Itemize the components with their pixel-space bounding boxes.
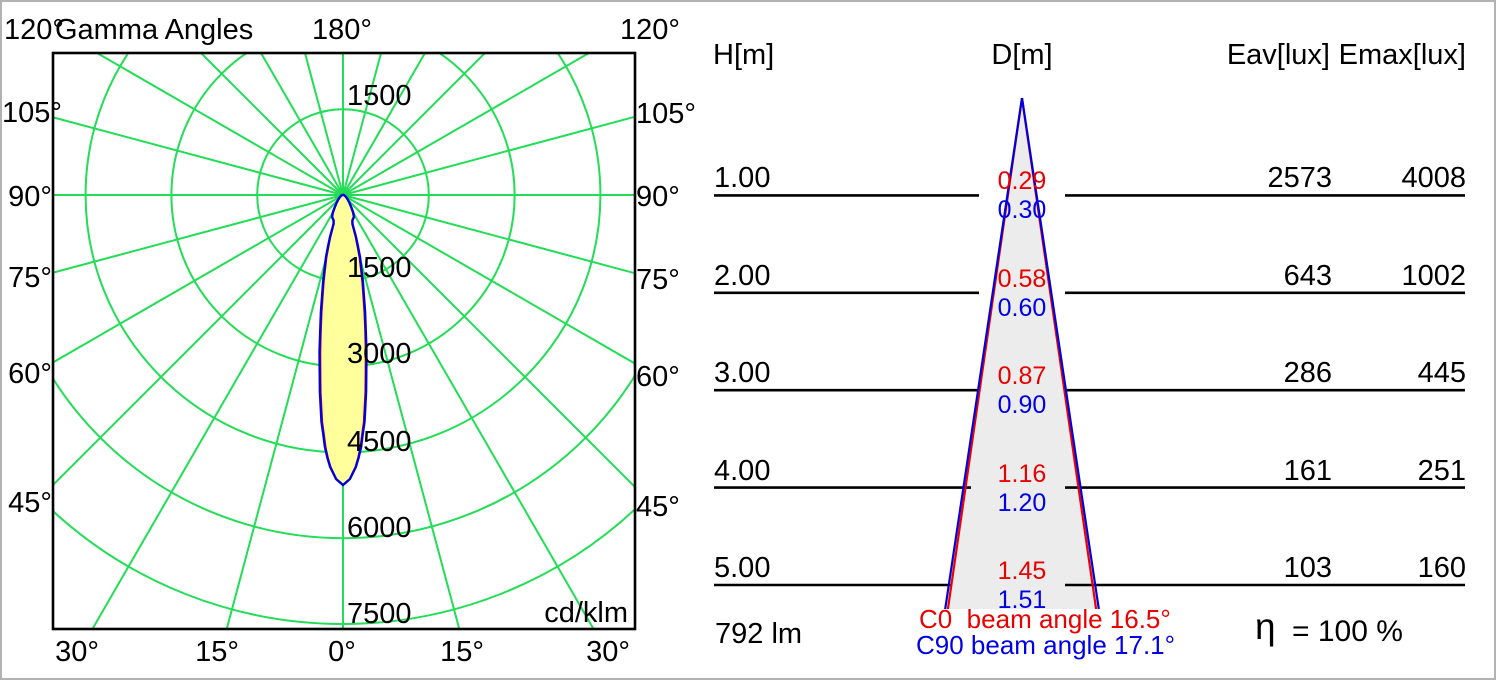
gamma-right-label-90: 90° — [636, 181, 680, 213]
polar-grid — [53, 53, 635, 629]
row-emax: 445 — [1417, 357, 1466, 389]
row-height: 5.00 — [714, 552, 771, 584]
luminous-flux: 792 lm — [715, 618, 803, 650]
row-d-c90: 1.51 — [997, 586, 1047, 614]
gamma-left-label-105: 105° — [2, 97, 62, 129]
ring-label-1500: 1500 — [347, 252, 412, 284]
eta-value: = 100 % — [1292, 615, 1403, 648]
row-height: 4.00 — [714, 455, 771, 487]
ring-label-4500: 4500 — [347, 426, 412, 458]
cone-shape — [945, 98, 1099, 609]
col-header-d: D[m] — [991, 39, 1053, 71]
bottom-axis-label: 0° — [328, 636, 356, 668]
c90-beam-angle: C90 beam angle 17.1° — [916, 630, 1176, 660]
cone-edge-c90 — [944, 97, 1024, 610]
bottom-axis-label: 30° — [586, 636, 630, 668]
ring-label-1500-top: 1500 — [347, 80, 412, 112]
row-height: 2.00 — [714, 260, 771, 292]
polar-title: Gamma Angles — [55, 14, 254, 46]
row-d-c90: 0.60 — [997, 294, 1047, 322]
beam-lobe-fill — [319, 195, 367, 485]
ring-label-6000: 6000 — [347, 512, 412, 544]
polar-top-right-angle: 120° — [620, 14, 680, 46]
gamma-right-label-60: 60° — [636, 361, 680, 393]
row-d-c90: 0.90 — [997, 391, 1047, 419]
gamma-left-label-90: 90° — [8, 181, 52, 213]
cone-edge-c90 — [1020, 97, 1100, 610]
row-d-c90: 0.30 — [997, 196, 1047, 224]
polar-top-left-angle: 120° — [4, 14, 64, 46]
ring-label-3000: 3000 — [347, 338, 412, 370]
row-emax: 251 — [1417, 455, 1466, 487]
row-height: 3.00 — [714, 357, 771, 389]
row-height: 1.00 — [714, 162, 771, 194]
row-eav: 643 — [1283, 260, 1332, 292]
bottom-axis-label: 15° — [195, 636, 239, 668]
row-d-c90: 1.20 — [997, 489, 1047, 517]
bottom-axis-label: 30° — [55, 636, 99, 668]
bottom-axis-label: 15° — [440, 636, 484, 668]
gamma-right-label-45: 45° — [636, 491, 680, 523]
row-d-c0: 0.29 — [997, 167, 1047, 195]
col-header-eav: Eav[lux] — [1226, 39, 1330, 71]
row-eav: 103 — [1283, 552, 1332, 584]
col-header-emax: Emax[lux] — [1338, 39, 1466, 71]
row-d-c0: 0.87 — [997, 362, 1047, 390]
gamma-left-label-60: 60° — [8, 358, 52, 390]
ring-label-7500: 7500 — [347, 598, 412, 630]
col-header-h: H[m] — [713, 39, 775, 71]
polar-unit-label: cd/klm — [544, 597, 628, 629]
row-d-c0: 1.45 — [997, 557, 1047, 585]
eta-symbol: η — [1255, 606, 1276, 647]
row-eav: 161 — [1283, 455, 1332, 487]
gamma-left-label-75: 75° — [8, 262, 52, 294]
beam-lobe-c90 — [318, 193, 368, 487]
gamma-right-label-105: 105° — [636, 98, 696, 130]
row-eav: 286 — [1283, 357, 1332, 389]
row-eav: 2573 — [1267, 162, 1332, 194]
row-emax: 4008 — [1401, 162, 1466, 194]
row-d-c0: 0.58 — [997, 265, 1047, 293]
c0-beam-angle: C0 beam angle 16.5° — [919, 604, 1171, 634]
polar-border — [51, 51, 637, 631]
row-emax: 160 — [1417, 552, 1466, 584]
polar-top-center-angle: 180° — [312, 14, 372, 46]
gamma-right-label-75: 75° — [636, 264, 680, 296]
gamma-left-label-45: 45° — [8, 487, 52, 519]
row-emax: 1002 — [1401, 260, 1466, 292]
row-d-c0: 1.16 — [997, 460, 1047, 488]
